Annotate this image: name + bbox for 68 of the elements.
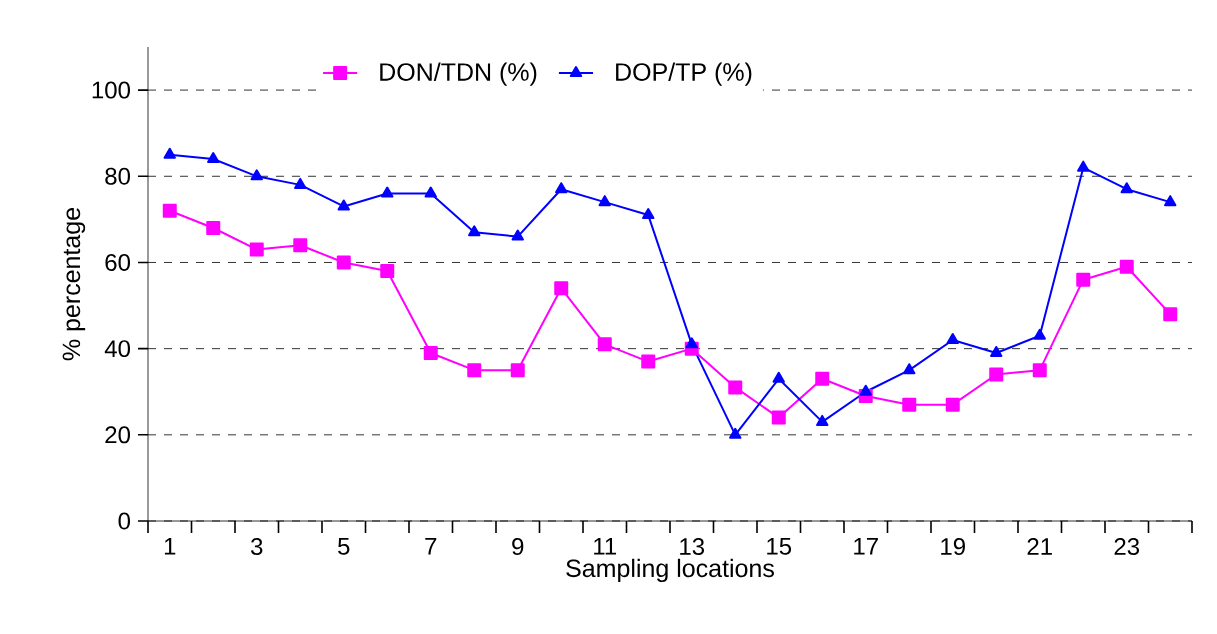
legend-label: DON/TDN (%) bbox=[380, 62, 537, 86]
y-tick-label: 0 bbox=[118, 512, 131, 530]
point bbox=[423, 345, 438, 360]
point bbox=[1120, 182, 1133, 194]
point bbox=[162, 203, 177, 218]
x-tick-label: 1 bbox=[164, 538, 176, 555]
y-tick-label: 100 bbox=[92, 81, 130, 99]
point bbox=[815, 371, 830, 386]
point bbox=[381, 186, 394, 198]
point bbox=[859, 384, 872, 396]
point bbox=[336, 255, 351, 270]
point bbox=[641, 354, 656, 369]
point bbox=[597, 337, 612, 352]
point bbox=[554, 281, 569, 296]
point bbox=[511, 229, 524, 241]
point bbox=[1033, 328, 1046, 340]
x-tick-label: 23 bbox=[1114, 538, 1140, 556]
x-tick-label: 5 bbox=[338, 538, 350, 555]
point bbox=[250, 169, 263, 181]
point bbox=[772, 371, 785, 383]
x-tick-label: 7 bbox=[425, 538, 437, 555]
point bbox=[946, 333, 959, 345]
point bbox=[902, 397, 917, 412]
point bbox=[294, 177, 307, 189]
x-tick-label: 11 bbox=[594, 538, 617, 555]
y-tick-label: 60 bbox=[105, 253, 131, 271]
point bbox=[1032, 363, 1047, 378]
point bbox=[467, 363, 482, 378]
point bbox=[510, 363, 525, 378]
point bbox=[990, 345, 1003, 357]
point bbox=[1163, 307, 1178, 322]
y-axis-title: % percentage bbox=[62, 208, 86, 361]
point bbox=[293, 238, 308, 253]
x-tick-label: 3 bbox=[250, 538, 263, 556]
point bbox=[1164, 195, 1177, 207]
point bbox=[1077, 160, 1090, 172]
point bbox=[729, 427, 742, 439]
point bbox=[163, 147, 176, 159]
point bbox=[249, 242, 264, 257]
point bbox=[728, 380, 743, 395]
x-tick-label: 13 bbox=[680, 538, 705, 556]
point bbox=[1076, 272, 1091, 287]
x-tick-label: 17 bbox=[854, 538, 878, 555]
point bbox=[903, 363, 916, 375]
x-tick-label: 9 bbox=[512, 538, 524, 556]
point bbox=[945, 397, 960, 412]
point bbox=[771, 410, 786, 425]
point bbox=[468, 225, 481, 237]
x-axis-title: Sampling locations bbox=[566, 558, 774, 583]
y-tick-label: 40 bbox=[104, 340, 131, 358]
point bbox=[337, 199, 350, 211]
y-tick-label: 20 bbox=[105, 426, 131, 444]
point bbox=[685, 337, 698, 349]
y-tick-label: 80 bbox=[105, 167, 131, 185]
legend-label: DOP/TP (%) bbox=[616, 62, 752, 86]
point bbox=[555, 182, 568, 194]
point bbox=[642, 208, 655, 220]
x-tick-label: 15 bbox=[767, 538, 792, 555]
x-tick-label: 19 bbox=[941, 538, 965, 556]
point bbox=[816, 414, 829, 426]
point bbox=[207, 152, 220, 164]
point bbox=[206, 220, 221, 235]
point bbox=[1119, 259, 1134, 274]
x-tick-label: 21 bbox=[1027, 538, 1052, 555]
point bbox=[989, 367, 1004, 382]
point bbox=[380, 264, 395, 279]
point bbox=[424, 186, 437, 198]
point bbox=[598, 195, 611, 207]
